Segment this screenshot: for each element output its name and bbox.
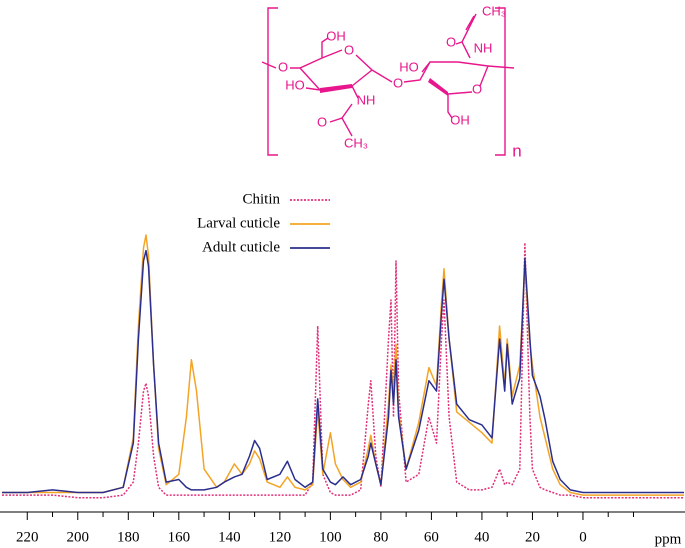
structure-label: NH [474,40,493,55]
structure-label: O [344,42,354,57]
x-tick-label: 100 [319,529,342,545]
structure-label: CH₃ [344,135,368,150]
structure-label: NH [357,92,376,107]
spectrum-line [2,249,684,494]
structure-label: O [472,81,482,96]
x-tick-label: 220 [16,529,39,545]
structure-label: OH [450,112,470,127]
structure-label: HO [399,59,419,74]
bracket-left [267,7,278,156]
x-tick-label: 200 [67,529,90,545]
ring-right [403,13,515,119]
legend-label: Chitin [242,191,280,207]
x-tick-label: 60 [424,529,439,545]
ring-left [261,37,393,137]
structure-label: O [278,59,288,74]
structure [261,7,515,156]
x-tick-label: 140 [218,529,241,545]
legend-label: Adult cuticle [202,239,280,255]
bracket-right [495,7,506,156]
x-tick-label: 0 [579,529,587,545]
x-tick-label: 120 [269,529,292,545]
x-tick-label: 180 [117,529,140,545]
spectrum-line [2,242,684,499]
structure-label: O [446,34,456,49]
x-tick-label: 20 [525,529,540,545]
x-tick-label: 160 [168,529,191,545]
spectrum-line [2,234,684,496]
structure-label: O [393,75,403,90]
structure-label: HO [285,77,305,92]
structure-label: n [512,141,521,160]
ring-left-bold [320,84,352,93]
x-tick-label: 40 [474,529,489,545]
legend-label: Larval cuticle [197,215,280,231]
x-tick-label: 80 [373,529,388,545]
structure-label: OH [326,28,346,43]
ring-right-bold [428,78,448,96]
x-axis-label: ppm [655,531,682,547]
structure-label: O [317,114,327,129]
structure-label: CH₃ [482,3,506,18]
